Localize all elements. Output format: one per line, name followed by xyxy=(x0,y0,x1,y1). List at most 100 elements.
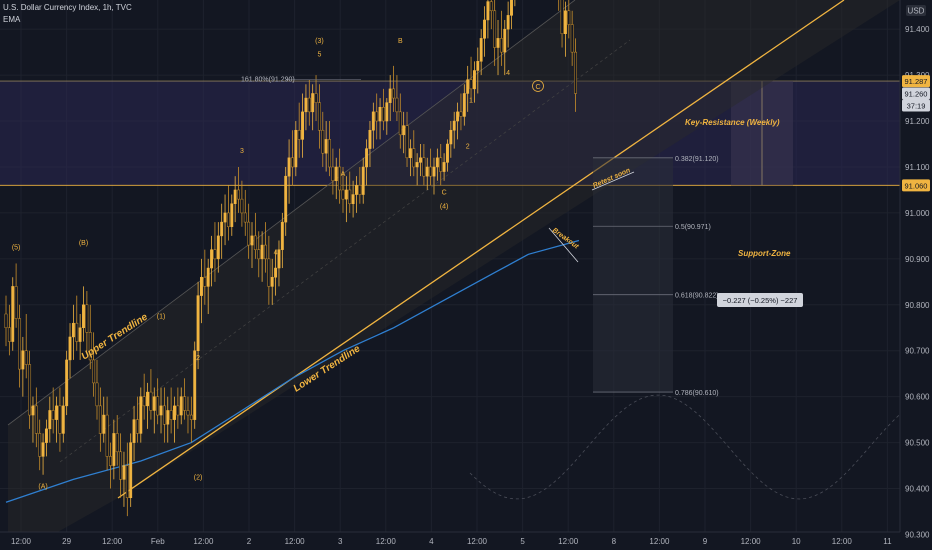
candle-body xyxy=(489,1,493,12)
chart-title[interactable]: U.S. Dollar Currency Index, 1h, TVC xyxy=(3,3,132,12)
candle-body xyxy=(398,111,402,136)
candle-body xyxy=(68,336,72,361)
upper-zone-tag-bg xyxy=(902,75,930,88)
countdown-tag-bg xyxy=(902,99,930,112)
time-tick-label: 2 xyxy=(247,537,252,546)
candle-body xyxy=(294,129,298,168)
currency-badge[interactable] xyxy=(906,5,926,16)
time-tick-label: 12:00 xyxy=(102,537,123,546)
candle-body xyxy=(112,433,116,466)
candle-body xyxy=(560,0,564,35)
candle-body xyxy=(392,88,396,99)
candle-body xyxy=(439,157,443,172)
candle-body xyxy=(152,396,156,411)
last-price-tag-bg xyxy=(902,87,930,100)
lower-zone-tag: 91.060 xyxy=(905,181,928,190)
candle-body xyxy=(210,249,214,269)
candle-body xyxy=(11,286,15,342)
candle-body xyxy=(277,249,281,269)
candle-body xyxy=(499,38,503,53)
candle-body xyxy=(493,10,497,48)
candle-body xyxy=(162,405,166,425)
wave-label: 5 xyxy=(317,52,321,59)
candle-body xyxy=(243,212,247,223)
upper-trendline xyxy=(7,0,576,426)
candle-body xyxy=(203,276,207,287)
candle-body xyxy=(314,93,318,103)
candle-body xyxy=(412,148,416,168)
candle-body xyxy=(14,286,18,319)
price-tick-label: 90.800 xyxy=(905,301,930,310)
candle-body xyxy=(381,107,385,122)
measure-box xyxy=(717,293,803,307)
candle-body xyxy=(220,221,224,237)
indicator-label[interactable]: EMA xyxy=(3,15,21,24)
candle-body xyxy=(446,143,449,163)
candle-body xyxy=(200,276,203,296)
candle-body xyxy=(301,111,305,140)
candle-body xyxy=(466,79,470,94)
candle-body xyxy=(567,10,571,25)
candle-body xyxy=(328,139,331,168)
price-tick-label: 90.600 xyxy=(905,393,930,402)
candle-body xyxy=(351,194,355,204)
candle-body xyxy=(307,97,311,113)
candle-body xyxy=(105,414,109,457)
candle-body xyxy=(341,189,345,200)
candle-body xyxy=(88,332,92,361)
candle-body xyxy=(247,221,251,246)
price-tick-label: 90.500 xyxy=(905,439,930,448)
candle-body xyxy=(432,166,436,177)
candle-body xyxy=(169,410,173,420)
candle-body xyxy=(469,79,473,90)
candle-body xyxy=(563,10,567,35)
candlesticks xyxy=(4,0,577,517)
wave-label: 2 xyxy=(196,355,200,362)
candle-body xyxy=(109,456,112,466)
lower-trendline xyxy=(117,0,845,499)
candle-body xyxy=(395,97,399,113)
candle-body xyxy=(230,203,234,227)
candle-body xyxy=(496,38,500,48)
candle-body xyxy=(476,61,480,71)
fib-label: 0.382(91.120) xyxy=(675,156,719,163)
candle-body xyxy=(216,235,220,260)
candle-body xyxy=(142,396,146,407)
fib-label: 0.618(90.822) xyxy=(675,293,719,300)
candle-body xyxy=(452,120,456,131)
currency-label: USD xyxy=(908,7,925,16)
candle-body xyxy=(146,391,149,407)
candle-body xyxy=(189,414,193,420)
candle-body xyxy=(291,157,294,168)
candle-body xyxy=(61,405,65,434)
candle-body xyxy=(456,111,460,122)
price-tick-label: 90.300 xyxy=(905,531,930,540)
candle-body xyxy=(24,350,28,365)
candle-body xyxy=(132,419,136,443)
candle-body xyxy=(361,166,365,195)
time-tick-label: 12:00 xyxy=(832,537,853,546)
wave-label: (A) xyxy=(38,484,47,491)
candle-body xyxy=(196,295,200,351)
time-tick-label: 29 xyxy=(62,537,71,546)
candle-body xyxy=(415,162,419,168)
circled-c-ring xyxy=(532,80,544,92)
candle-body xyxy=(240,198,244,214)
wave-label: 4 xyxy=(506,70,510,77)
candle-body xyxy=(226,212,230,227)
candle-body xyxy=(102,414,106,434)
candle-body xyxy=(78,327,82,342)
candle-body xyxy=(304,97,308,113)
time-tick-label: 11 xyxy=(883,537,892,546)
candle-body xyxy=(317,102,321,131)
candle-body xyxy=(21,350,25,370)
time-tick-label: 12:00 xyxy=(285,537,306,546)
candle-body xyxy=(331,166,335,182)
projection-wave xyxy=(469,394,901,500)
time-axis-bg[interactable] xyxy=(0,532,932,550)
candle-body xyxy=(459,111,463,117)
fib-label: 0.5(90.971) xyxy=(675,224,711,231)
candle-body xyxy=(193,350,197,420)
